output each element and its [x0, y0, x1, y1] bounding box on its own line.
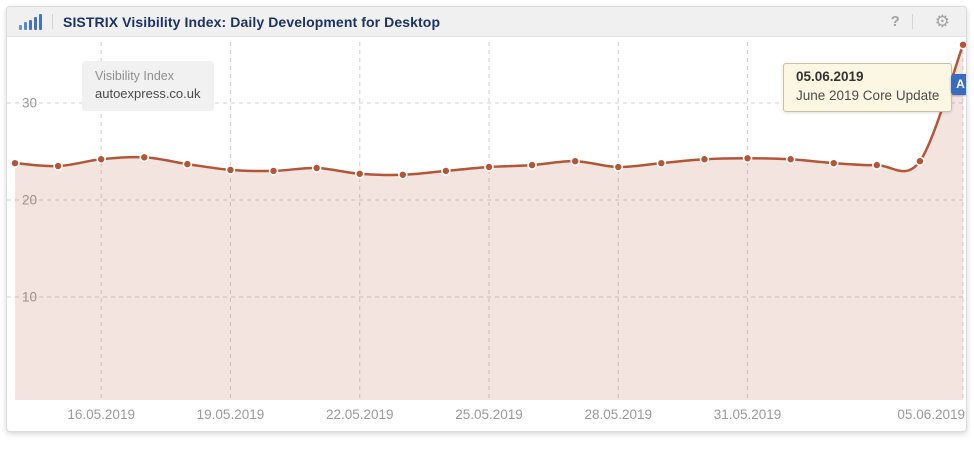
- data-point[interactable]: [53, 161, 63, 171]
- header-separator: [911, 14, 913, 29]
- visibility-index-widget: SISTRIX Visibility Index: Daily Developm…: [6, 6, 967, 432]
- legend-domain-label: autoexpress.co.uk: [95, 86, 201, 102]
- data-point[interactable]: [785, 154, 796, 165]
- data-point[interactable]: [268, 166, 279, 176]
- data-point[interactable]: [915, 156, 925, 166]
- x-axis-label: 25.05.2019: [455, 407, 523, 422]
- data-point[interactable]: [699, 154, 710, 165]
- data-point[interactable]: [958, 40, 967, 50]
- data-point[interactable]: [354, 169, 365, 179]
- widget-title: SISTRIX Visibility Index: Daily Developm…: [63, 13, 441, 30]
- event-tooltip: 05.06.2019 June 2019 Core Update: [783, 63, 960, 112]
- bar-chart-icon: [19, 13, 42, 30]
- data-point[interactable]: [441, 166, 451, 176]
- data-point[interactable]: [10, 158, 20, 168]
- data-point[interactable]: [182, 159, 193, 169]
- data-point[interactable]: [872, 160, 882, 170]
- widget-header: SISTRIX Visibility Index: Daily Developm…: [7, 7, 966, 37]
- x-axis-label: 19.05.2019: [197, 407, 265, 422]
- tooltip-text: June 2019 Core Update: [796, 87, 940, 103]
- x-axis-label: 28.05.2019: [584, 407, 652, 422]
- data-point[interactable]: [398, 169, 408, 180]
- x-axis-label: 22.05.2019: [326, 407, 394, 422]
- x-axis-label: 16.05.2019: [67, 407, 135, 422]
- data-point[interactable]: [311, 163, 322, 173]
- y-axis-label: 30: [22, 96, 37, 111]
- visibility-chart: 10 20 30 16.05.2019 19.05.2019 22.05.2019 25.0…: [7, 40, 967, 422]
- series-area-fill: [15, 44, 963, 401]
- x-axis-label: 31.05.2019: [714, 407, 782, 422]
- data-point[interactable]: [828, 158, 839, 168]
- data-point[interactable]: [527, 160, 537, 170]
- data-point[interactable]: [484, 162, 494, 172]
- y-axis-label: 10: [22, 290, 37, 305]
- header-separator: [52, 14, 53, 29]
- series-line: [13, 43, 965, 177]
- data-point[interactable]: [742, 153, 753, 164]
- data-point[interactable]: [96, 154, 106, 165]
- data-point[interactable]: [570, 156, 580, 166]
- data-point[interactable]: [656, 158, 667, 168]
- gear-icon[interactable]: ⚙: [934, 11, 950, 31]
- data-point[interactable]: [139, 152, 150, 163]
- legend-metric-label: Visibility Index: [95, 69, 174, 83]
- x-axis-label: 05.06.2019: [897, 407, 965, 422]
- chart-legend: Visibility Index autoexpress.co.uk: [82, 61, 214, 111]
- event-marker-pin[interactable]: A: [951, 74, 966, 95]
- help-button[interactable]: ?: [890, 12, 900, 30]
- tooltip-date: 05.06.2019: [796, 69, 864, 84]
- y-axis-label: 20: [22, 193, 37, 208]
- data-point[interactable]: [613, 162, 624, 172]
- data-point[interactable]: [225, 165, 236, 175]
